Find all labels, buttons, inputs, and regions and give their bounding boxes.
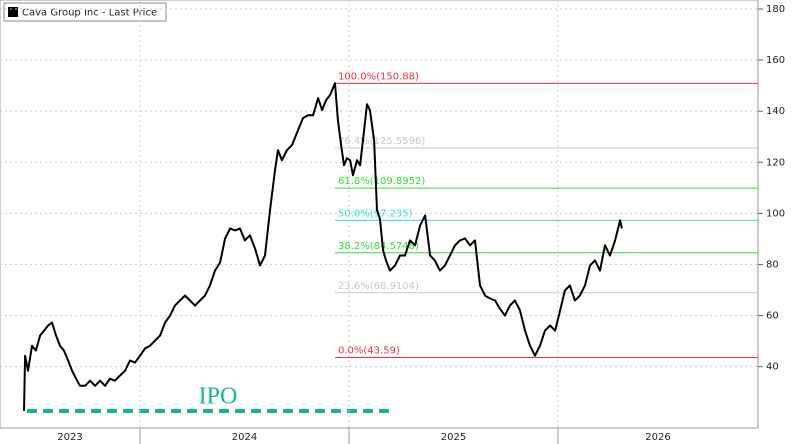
legend-swatch — [8, 7, 18, 17]
fib-label: 100.0%(150.88) — [338, 71, 419, 82]
x-tick-label: 2026 — [645, 432, 670, 443]
fib-label: 61.8%(109.8952) — [338, 176, 425, 187]
x-tick-label: 2023 — [57, 432, 82, 443]
fib-label: 50.0%(97.235) — [338, 208, 413, 219]
y-tick-label: 180 — [766, 4, 785, 15]
y-tick-label: 160 — [766, 55, 785, 66]
fib-label: 76.4%(125.5596) — [338, 136, 425, 147]
y-tick-label: 140 — [766, 106, 785, 117]
y-tick-label: 80 — [766, 259, 779, 270]
legend-box — [3, 2, 167, 22]
x-tick-label: 2024 — [232, 432, 257, 443]
fib-label: 38.2%(84.5748) — [338, 241, 419, 252]
y-tick-label: 100 — [766, 208, 785, 219]
y-tick-label: 120 — [766, 157, 785, 168]
price-line — [23, 82, 623, 411]
x-tick-label: 2025 — [441, 432, 466, 443]
ipo-annotation: IPO — [199, 384, 238, 410]
fib-label: 0.0%(43.59) — [338, 346, 400, 357]
y-tick-label: 60 — [766, 311, 779, 322]
legend-label: Cava Group Inc - Last Price — [22, 8, 157, 19]
fib-label: 23.6%(68.9104) — [338, 281, 419, 292]
y-tick-label: 40 — [766, 362, 779, 373]
